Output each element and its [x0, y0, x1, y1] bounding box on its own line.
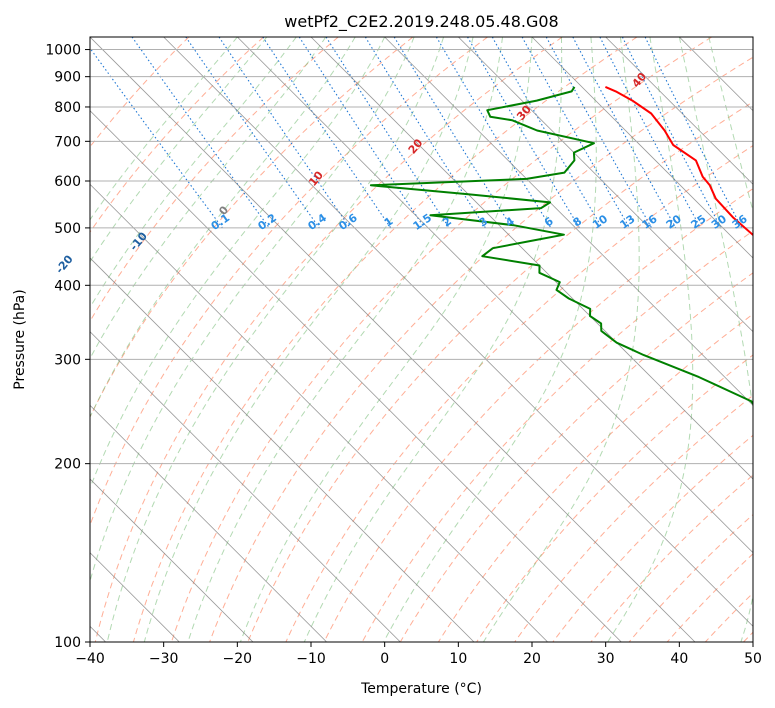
- y-tick-label: 200: [54, 457, 81, 473]
- mixing-ratio-line: [131, 37, 270, 229]
- mixing-ratio-line: [545, 37, 653, 229]
- isotherm: [90, 404, 327, 642]
- y-axis-label: Pressure (hPa): [12, 289, 28, 389]
- y-tick-label: 500: [54, 221, 81, 237]
- mixing-ratio-line: [90, 47, 223, 229]
- dry-adiabat: [476, 354, 753, 642]
- x-tick-label: −10: [296, 651, 326, 667]
- sounding-profiles: [369, 85, 753, 406]
- isotherm: [237, 37, 753, 554]
- moist-adiabat: [90, 37, 268, 263]
- y-tick-label: 400: [54, 278, 81, 294]
- moist-adiabat: [143, 37, 474, 642]
- moist-adiabat: [90, 37, 356, 419]
- moist-adiabat: [383, 37, 597, 642]
- moist-adiabat: [239, 37, 533, 642]
- dewpoint-profile: [369, 86, 753, 406]
- dry-adiabat: [171, 37, 712, 642]
- y-tick-label: 100: [54, 635, 81, 651]
- x-tick-label: 20: [523, 651, 541, 667]
- x-tick-label: 0: [380, 651, 389, 667]
- plot-border: [89, 36, 754, 643]
- mixing-ratio-line: [644, 37, 743, 229]
- mixing-ratio-line: [572, 37, 677, 229]
- dry-adiabat: [90, 37, 264, 233]
- y-tick-label: 800: [54, 100, 81, 116]
- isotherm: [90, 110, 622, 642]
- temperature-profile: [605, 85, 753, 237]
- moist-adiabat: [90, 37, 327, 360]
- mixing-ratio-line: [521, 37, 630, 229]
- y-tick-label: 900: [54, 70, 81, 86]
- y-axis: 1000 900 800 700 600 500 400 300 200 100: [45, 43, 90, 651]
- plot-frame: [89, 36, 754, 643]
- y-tick-label: 1000: [45, 43, 81, 59]
- isotherm: [163, 37, 753, 627]
- dry-adiabat: [94, 37, 563, 642]
- dry-adiabat: [90, 37, 339, 323]
- x-axis-label: Temperature (°C): [360, 681, 482, 697]
- isotherm: [90, 331, 401, 642]
- mixing-ratio-line: [325, 37, 450, 229]
- dry-adiabat: [514, 394, 753, 642]
- isotherm: [90, 478, 254, 642]
- x-tick-label: −40: [75, 651, 105, 667]
- moist-adiabat: [678, 37, 753, 642]
- mixing-ratio-line: [262, 37, 392, 229]
- isotherm: [605, 37, 753, 185]
- y-tick-label: 700: [54, 134, 81, 150]
- isotherm: [458, 37, 753, 333]
- x-tick-label: 50: [744, 651, 762, 667]
- x-tick-label: 40: [670, 651, 688, 667]
- x-tick-label: 10: [449, 651, 467, 667]
- mixing-ratio-line: [393, 37, 513, 229]
- y-tick-label: 600: [54, 174, 81, 190]
- isotherm: [752, 37, 753, 38]
- moist-adiabat: [607, 37, 694, 642]
- plot-background: [90, 37, 753, 642]
- moist-adiabat: [106, 37, 445, 642]
- isotherm: [90, 257, 475, 642]
- x-tick-label: 30: [597, 651, 615, 667]
- isotherm: [384, 37, 753, 406]
- plot-area: [90, 37, 753, 642]
- isotherm: [90, 37, 696, 642]
- moist-adiabat: [482, 37, 640, 642]
- x-axis: −40 −30 −20 −10 0 10 20 30 40 50: [75, 642, 762, 667]
- moist-adiabat: [303, 37, 563, 642]
- x-tick-label: −20: [223, 651, 253, 667]
- moist-adiabat: [187, 37, 503, 642]
- dry-adiabat: [323, 188, 753, 642]
- isotherm: [90, 183, 548, 642]
- dry-adiabat-label: -20: [53, 252, 76, 276]
- moist-adiabat: [90, 37, 238, 221]
- moist-adiabat: [90, 37, 297, 309]
- mixing-ratio-line: [185, 37, 320, 229]
- moist-adiabat: [708, 37, 753, 213]
- y-tick-label: 300: [54, 352, 81, 368]
- isotherm: [531, 37, 753, 259]
- chart-title: wetPf2_C2E2.2019.248.05.48.G08: [284, 12, 558, 32]
- dry-adiabat: [285, 144, 753, 642]
- reference-lines: [90, 37, 753, 642]
- grid-lines: [90, 37, 753, 642]
- moist-adiabat: [90, 37, 386, 490]
- mixing-ratio-line: [218, 37, 351, 229]
- dry-adiabat: [247, 101, 753, 642]
- dry-adiabat: [209, 56, 753, 642]
- x-tick-label: −30: [149, 651, 179, 667]
